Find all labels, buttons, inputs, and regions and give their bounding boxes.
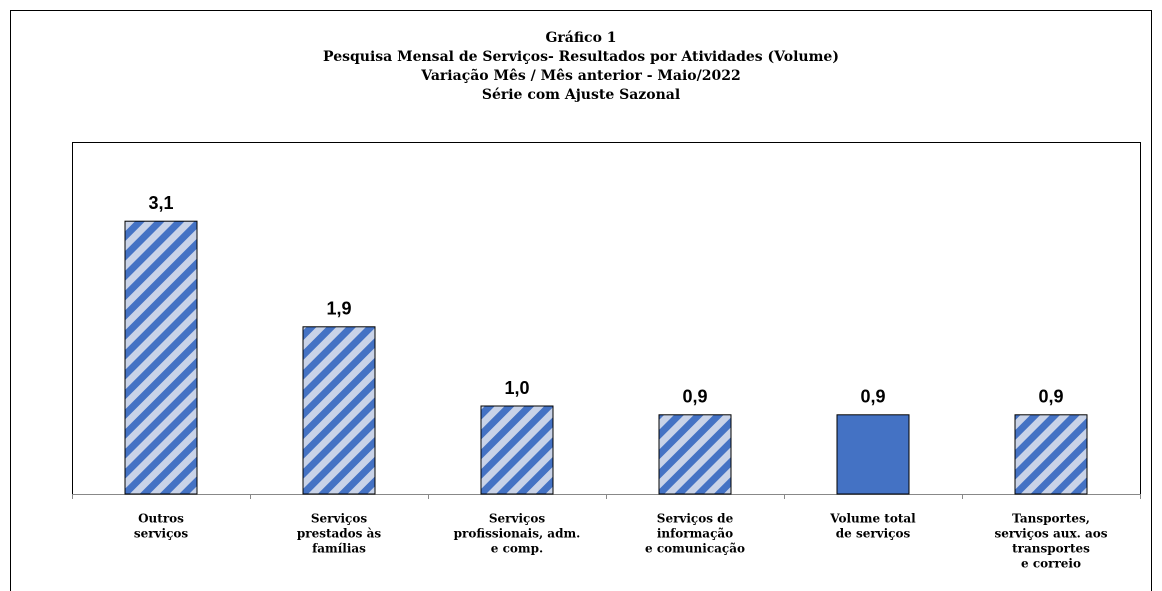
- x-tick-label: transportes: [1012, 542, 1090, 556]
- x-tick-label: e comp.: [491, 542, 543, 556]
- value-label: 3,1: [148, 193, 173, 213]
- chart-title: Variação Mês / Mês anterior - Maio/2022: [420, 67, 740, 84]
- bar: [658, 414, 732, 495]
- value-label: 1,9: [326, 299, 351, 319]
- bar: [480, 405, 554, 495]
- x-tick-label: Tansportes,: [1012, 512, 1090, 526]
- bar: [836, 414, 910, 495]
- value-label: 0,9: [1038, 387, 1063, 407]
- x-tick-label: serviços aux. aos: [994, 527, 1107, 541]
- x-tick-label: e correio: [1021, 557, 1081, 571]
- x-tick-label: Serviços: [489, 512, 545, 526]
- x-tick-label: prestados às: [297, 527, 382, 541]
- plot-area: [72, 142, 1141, 495]
- value-label: 0,9: [682, 387, 707, 407]
- x-tick-label: de serviços: [836, 527, 911, 541]
- bar: [124, 220, 198, 495]
- chart-title: Gráfico 1: [545, 30, 616, 46]
- frame: [10, 10, 1152, 591]
- x-tick-label: famílias: [312, 542, 366, 556]
- x-tick-label: Volume total: [829, 512, 916, 526]
- chart-title: Pesquisa Mensal de Serviços- Resultados …: [323, 49, 839, 65]
- x-tick-label: Serviços: [311, 512, 367, 526]
- x-tick-label: Serviços de: [657, 512, 734, 526]
- x-tick-label: informação: [657, 527, 733, 541]
- x-tick-label: profissionais, adm.: [454, 527, 581, 541]
- bar: [1014, 414, 1088, 495]
- x-tick-label: e comunicação: [645, 542, 745, 556]
- value-label: 1,0: [504, 378, 529, 398]
- value-label: 0,9: [860, 387, 885, 407]
- chart-title: Série com Ajuste Sazonal: [482, 87, 680, 103]
- bar: [302, 326, 376, 495]
- x-tick-label: serviços: [134, 527, 189, 541]
- x-tick-label: Outros: [138, 512, 184, 526]
